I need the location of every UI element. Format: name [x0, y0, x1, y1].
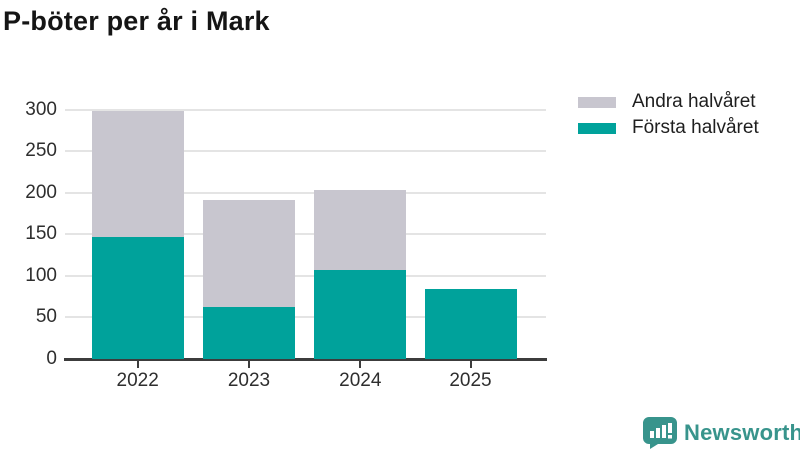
- newsworthy-logo: Newsworthy: [643, 417, 800, 449]
- y-tick-label-100: 100: [25, 264, 57, 286]
- bar-2024-första: [314, 270, 407, 359]
- y-tick-label-150: 150: [25, 223, 57, 245]
- y-tick-label-50: 50: [35, 306, 57, 328]
- x-tick-label-2022: 2022: [116, 369, 159, 391]
- gridline-50: [65, 316, 546, 319]
- bar-2025-första: [424, 288, 517, 359]
- legend-label: Första halvåret: [632, 117, 759, 138]
- gridline-250: [65, 150, 546, 153]
- legend-swatch-icon: [578, 122, 616, 134]
- newsworthy-icon: [643, 417, 677, 449]
- gridline-200: [65, 191, 546, 194]
- x-tick-2023: [248, 360, 250, 368]
- bar-2024-andra: [314, 190, 407, 271]
- chart-title: P-böter per år i Mark: [3, 6, 270, 36]
- bar-2023-första: [203, 306, 295, 359]
- legend-item-0: Andra halvåret: [578, 89, 759, 115]
- x-tick-label-2023: 2023: [227, 369, 271, 391]
- legend: Andra halvåret Första halvåret: [578, 89, 759, 141]
- x-tick-2024: [359, 360, 362, 368]
- x-tick-label-2025: 2025: [449, 369, 492, 391]
- legend-label: Andra halvåret: [632, 91, 756, 112]
- x-axis-line: [64, 358, 547, 361]
- x-tick-2025: [469, 360, 472, 368]
- gridline-300: [65, 109, 546, 111]
- y-tick-label-300: 300: [25, 99, 57, 120]
- y-tick-label-250: 250: [25, 140, 57, 162]
- bar-2023-andra: [203, 199, 295, 307]
- x-tick-2022: [136, 360, 139, 368]
- plot-area: [65, 109, 546, 359]
- bar-2022-första: [91, 237, 184, 359]
- gridline-150: [65, 233, 546, 236]
- y-tick-label-200: 200: [25, 181, 57, 203]
- bar-2022-andra: [91, 110, 184, 238]
- y-tick-label-0: 0: [46, 347, 57, 369]
- legend-swatch-icon: [578, 96, 616, 108]
- gridline-100: [65, 274, 546, 277]
- x-tick-label-2024: 2024: [339, 369, 382, 391]
- newsworthy-wordmark: Newsworthy: [684, 420, 800, 445]
- legend-item-1: Första halvåret: [578, 115, 759, 141]
